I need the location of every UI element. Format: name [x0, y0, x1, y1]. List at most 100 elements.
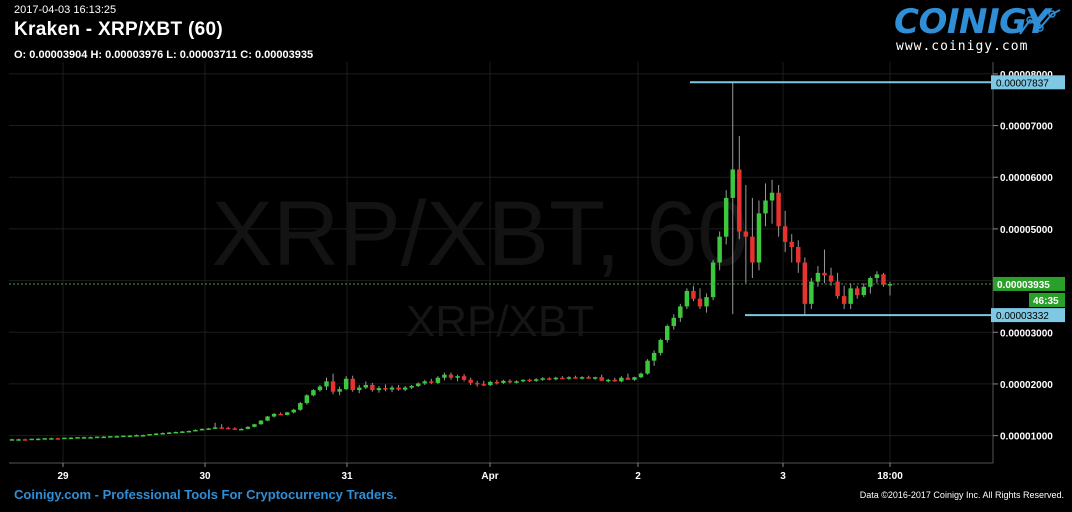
candle-up — [861, 286, 867, 296]
candles — [9, 81, 893, 441]
candle-up — [671, 317, 677, 327]
candle-up — [121, 435, 126, 438]
candle-down — [330, 381, 336, 392]
candle-up — [540, 378, 545, 380]
candle-up — [35, 438, 41, 441]
candle-up — [311, 390, 316, 396]
candle-up — [606, 379, 611, 382]
candle-up — [442, 374, 447, 378]
candle-up — [501, 380, 506, 383]
candle-up — [75, 437, 80, 439]
logo-url: www.coinigy.com — [896, 39, 1029, 54]
candle-up — [409, 386, 414, 388]
candle-down — [828, 275, 834, 282]
y-tick-label: 0.00005000 — [1000, 225, 1053, 236]
candle-up — [245, 426, 251, 429]
horizontal-lines[interactable]: 0.00007837 0.00003332 — [690, 75, 1065, 323]
candle-up — [140, 435, 146, 437]
candle-down — [474, 382, 480, 385]
candle-down — [802, 262, 808, 304]
candle-up — [160, 433, 165, 435]
candle-up — [579, 377, 585, 379]
candle-up — [704, 297, 709, 307]
candle-up — [258, 420, 264, 425]
coinigy-logo[interactable]: COINIGY www.coinigy.com — [894, 2, 1064, 58]
candle-up — [887, 283, 893, 286]
candle-up — [134, 435, 139, 437]
candle-down — [841, 296, 847, 304]
x-tick-label: 3 — [780, 471, 786, 482]
candle-up — [809, 281, 814, 304]
candle-up — [717, 236, 722, 263]
countdown-label: 46:35 — [1033, 296, 1059, 307]
candle-up — [664, 326, 670, 341]
candle-up — [710, 262, 716, 298]
candle-up — [848, 288, 853, 304]
candle-down — [527, 379, 532, 382]
candle-down — [855, 288, 860, 296]
y-tick-label: 0.00003000 — [1000, 328, 1053, 339]
candle-up — [199, 428, 205, 431]
watermark-symbol: XRP/XBT, 60 — [212, 183, 749, 285]
candle-down — [691, 290, 696, 299]
candle-up — [186, 430, 192, 433]
candle-down — [573, 377, 578, 379]
page-title: Kraken - XRP/XBT (60) — [14, 19, 224, 40]
candle-down — [370, 384, 375, 391]
candle-down — [776, 192, 781, 227]
candle-up — [343, 378, 349, 390]
y-tick-label: 0.00001000 — [1000, 432, 1053, 443]
candle-up — [416, 383, 421, 387]
candle-down — [494, 381, 500, 384]
candle-down — [278, 413, 283, 416]
candle-down — [835, 281, 840, 297]
candle-up — [632, 377, 637, 380]
candle-up — [252, 424, 257, 427]
candle-up — [212, 427, 218, 429]
current-price-label: 0.00003935 — [997, 280, 1050, 291]
horizontal-line-label[interactable]: 0.00003332 — [996, 311, 1049, 322]
candle-down — [225, 427, 231, 430]
candle-down — [507, 380, 513, 383]
candle-up — [514, 381, 519, 383]
horizontal-line-badge[interactable] — [991, 75, 1065, 90]
candle-up — [658, 340, 663, 353]
ohlc-readout: O: 0.00003904 H: 0.00003976 L: 0.0000371… — [14, 49, 314, 61]
x-tick-label: 29 — [57, 471, 69, 482]
x-axis: 29 30 31 Apr 2 3 18:00 — [57, 463, 903, 482]
candle-up — [108, 436, 113, 438]
x-tick-label: 31 — [341, 471, 353, 482]
horizontal-line-label[interactable]: 0.00007837 — [996, 78, 1049, 89]
candle-up — [376, 388, 382, 391]
candle-down — [547, 378, 552, 380]
candle-down — [448, 374, 454, 378]
logo-wordmark: COINIGY — [894, 2, 1050, 42]
candle-up — [88, 437, 93, 439]
candle-up — [678, 306, 683, 318]
candle-up — [730, 169, 735, 198]
candle-up — [566, 377, 572, 379]
candle-down — [697, 298, 703, 307]
candle-up — [42, 438, 47, 440]
y-tick-label: 0.00002000 — [1000, 380, 1053, 391]
candle-up — [619, 377, 624, 382]
candle-up — [271, 413, 277, 417]
candle-down — [468, 379, 473, 383]
candle-up — [147, 434, 152, 436]
footer-tagline[interactable]: Coinigy.com - Professional Tools For Cry… — [14, 487, 398, 502]
watermark-symbol-small: XRP/XBT — [406, 297, 594, 346]
candle-down — [350, 378, 355, 391]
candle-down — [750, 236, 755, 263]
candle-up — [9, 439, 15, 441]
candle-up — [68, 437, 74, 440]
countdown-badge — [1029, 292, 1065, 307]
candle-down — [796, 246, 801, 263]
candle-down — [383, 388, 388, 390]
candle-up — [127, 435, 133, 438]
candle-up — [435, 377, 441, 383]
candle-up — [488, 381, 493, 385]
candle-down — [560, 377, 565, 380]
horizontal-line-badge[interactable] — [991, 308, 1065, 323]
candle-up — [49, 438, 54, 440]
current-price-badge — [993, 276, 1065, 291]
